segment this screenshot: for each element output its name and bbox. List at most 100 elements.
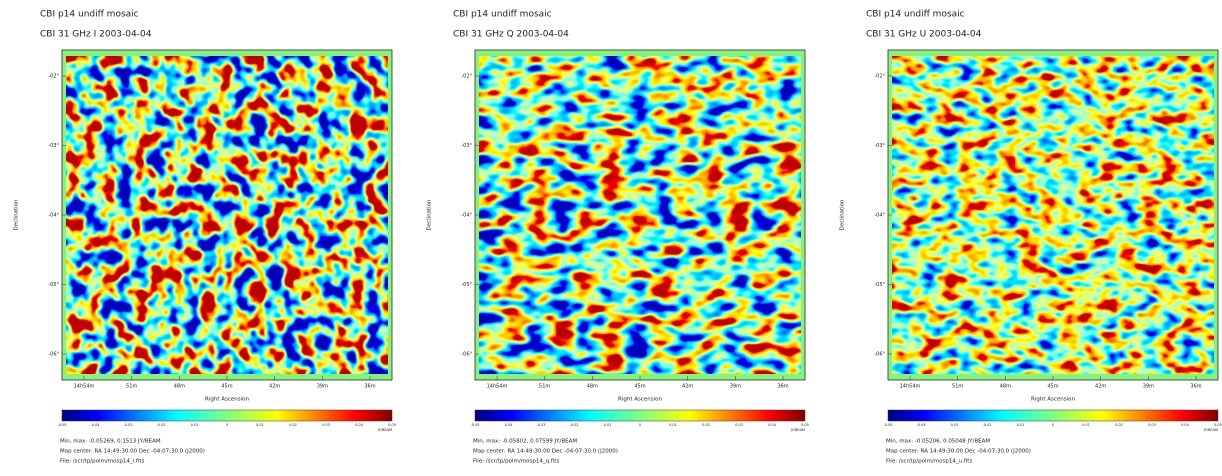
colorbar: [474, 409, 806, 422]
colorbar-tick-label: -0.05: [470, 423, 479, 427]
x-tick-label: 39m: [1143, 384, 1154, 390]
x-tick-label: 14h54m: [487, 384, 508, 390]
footer-line: File: /scr/tp/polm/mosp14_q.fits: [473, 459, 559, 465]
colorbar-tick-label: 0.05: [1214, 423, 1222, 427]
x-tick-label: 14h54m: [900, 384, 921, 390]
x-tick-label: 39m: [730, 384, 741, 390]
colorbar-tick-label: -0.04: [916, 423, 926, 427]
colorbar-tick-label: 0: [639, 423, 641, 427]
colorbar-tick-label: 0.04: [1181, 423, 1190, 427]
colorbar-tick-label: -0.01: [602, 423, 611, 427]
colorbar-unit: JY/BEAM: [377, 428, 392, 432]
x-tick-label: 42m: [269, 384, 280, 390]
colorbar-tick-label: -0.04: [90, 423, 100, 427]
colorbar-tick-label: 0: [226, 423, 228, 427]
colorbar-unit: JY/BEAM: [1203, 428, 1218, 432]
y-tick-label: -04°: [874, 213, 885, 219]
panel-title: CBI p14 undiff mosaic: [866, 10, 965, 20]
colorbar-tick-label: -0.02: [569, 423, 578, 427]
x-tick-label: 45m: [1047, 384, 1058, 390]
y-tick-label: -03°: [461, 143, 472, 149]
x-tick-label: 48m: [1000, 384, 1011, 390]
colorbar: [61, 409, 393, 422]
colorbar-tick-label: 0.01: [1082, 423, 1090, 427]
colorbar-tick-label: 0.03: [322, 423, 330, 427]
colorbar-tick-label: -0.04: [503, 423, 513, 427]
panel-title: CBI p14 undiff mosaic: [40, 10, 139, 20]
y-tick-label: -02°: [461, 74, 472, 80]
panel-subtitle: CBI 31 GHz U 2003-04-04: [866, 30, 982, 40]
y-axis-label: Declination: [14, 199, 20, 231]
y-tick-label: -06°: [461, 352, 472, 358]
colorbar-tick-label: -0.05: [57, 423, 66, 427]
footer-line: File: /scr/tp/polm/mosp14_u.fits: [886, 459, 972, 465]
y-axis-label: Declination: [427, 199, 433, 231]
colorbar-tick-label: -0.03: [949, 423, 958, 427]
footer-line: Min, max: -0.05802, 0.07599 JY/BEAM: [473, 439, 577, 445]
colorbar-tick-label: 0.02: [702, 423, 710, 427]
colorbar-tick-label: 0.02: [289, 423, 297, 427]
y-tick-label: -04°: [461, 213, 472, 219]
y-tick-label: -05°: [874, 282, 885, 288]
footer-line: Map center: RA 14:49:30.00 Dec -04:07:30…: [60, 449, 205, 455]
colorbar-tick-label: -0.05: [883, 423, 892, 427]
x-tick-label: 36m: [364, 384, 375, 390]
map-image: [66, 56, 388, 374]
panel-title: CBI p14 undiff mosaic: [453, 10, 552, 20]
x-tick-label: 42m: [682, 384, 693, 390]
colorbar-tick-label: 0.05: [801, 423, 809, 427]
footer-line: Min, max: -0.05206, 0.05048 JY/BEAM: [886, 439, 990, 445]
x-tick-label: 51m: [539, 384, 550, 390]
x-tick-label: 51m: [952, 384, 963, 390]
colorbar-tick-label: 0.04: [355, 423, 364, 427]
y-tick-label: -05°: [48, 282, 59, 288]
footer-line: Min, max: -0.05269, 0.1513 JY/BEAM: [60, 439, 161, 445]
footer-line: Map center: RA 14:49:30.00 Dec -04:07:30…: [886, 449, 1031, 455]
colorbar-tick-label: -0.01: [189, 423, 198, 427]
colorbar-tick-label: -0.02: [982, 423, 991, 427]
y-tick-label: -03°: [874, 143, 885, 149]
y-tick-label: -02°: [48, 74, 59, 80]
footer-line: File: /scr/tp/polm/mosp14_i.fits: [60, 459, 144, 465]
colorbar-tick-label: -0.01: [1015, 423, 1024, 427]
y-tick-label: -04°: [48, 213, 59, 219]
colorbar-tick-label: 0.03: [735, 423, 743, 427]
map-image: [892, 56, 1214, 374]
colorbar-tick-label: -0.02: [156, 423, 165, 427]
panel-subtitle: CBI 31 GHz I 2003-04-04: [40, 30, 152, 40]
colorbar-tick-label: -0.03: [536, 423, 545, 427]
x-tick-label: 42m: [1095, 384, 1106, 390]
x-tick-label: 39m: [317, 384, 328, 390]
footer-line: Map center: RA 14:49:30.00 Dec -04:07:30…: [473, 449, 618, 455]
x-axis-label: Right Ascension: [205, 397, 250, 403]
y-tick-label: -02°: [874, 74, 885, 80]
x-tick-label: 48m: [587, 384, 598, 390]
colorbar-tick-label: 0.05: [388, 423, 396, 427]
colorbar-tick-label: 0: [1052, 423, 1054, 427]
x-axis-label: Right Ascension: [1031, 397, 1076, 403]
colorbar-tick-label: 0.04: [768, 423, 777, 427]
x-tick-label: 45m: [221, 384, 232, 390]
colorbar-unit: JY/BEAM: [790, 428, 805, 432]
x-tick-label: 45m: [634, 384, 645, 390]
y-tick-label: -03°: [48, 143, 59, 149]
x-axis-label: Right Ascension: [618, 397, 663, 403]
y-axis-label: Declination: [840, 199, 846, 231]
x-tick-label: 14h54m: [74, 384, 95, 390]
x-tick-label: 36m: [1190, 384, 1201, 390]
map-image: [479, 56, 801, 374]
colorbar-tick-label: 0.02: [1115, 423, 1123, 427]
colorbar: [887, 409, 1219, 422]
colorbar-tick-label: -0.03: [123, 423, 132, 427]
colorbar-tick-label: 0.01: [669, 423, 677, 427]
x-tick-label: 36m: [777, 384, 788, 390]
x-tick-label: 48m: [174, 384, 185, 390]
panel-subtitle: CBI 31 GHz Q 2003-04-04: [453, 30, 569, 40]
x-tick-label: 51m: [126, 384, 137, 390]
y-tick-label: -06°: [48, 352, 59, 358]
colorbar-tick-label: 0.01: [256, 423, 264, 427]
y-tick-label: -06°: [874, 352, 885, 358]
y-tick-label: -05°: [461, 282, 472, 288]
colorbar-tick-label: 0.03: [1148, 423, 1156, 427]
